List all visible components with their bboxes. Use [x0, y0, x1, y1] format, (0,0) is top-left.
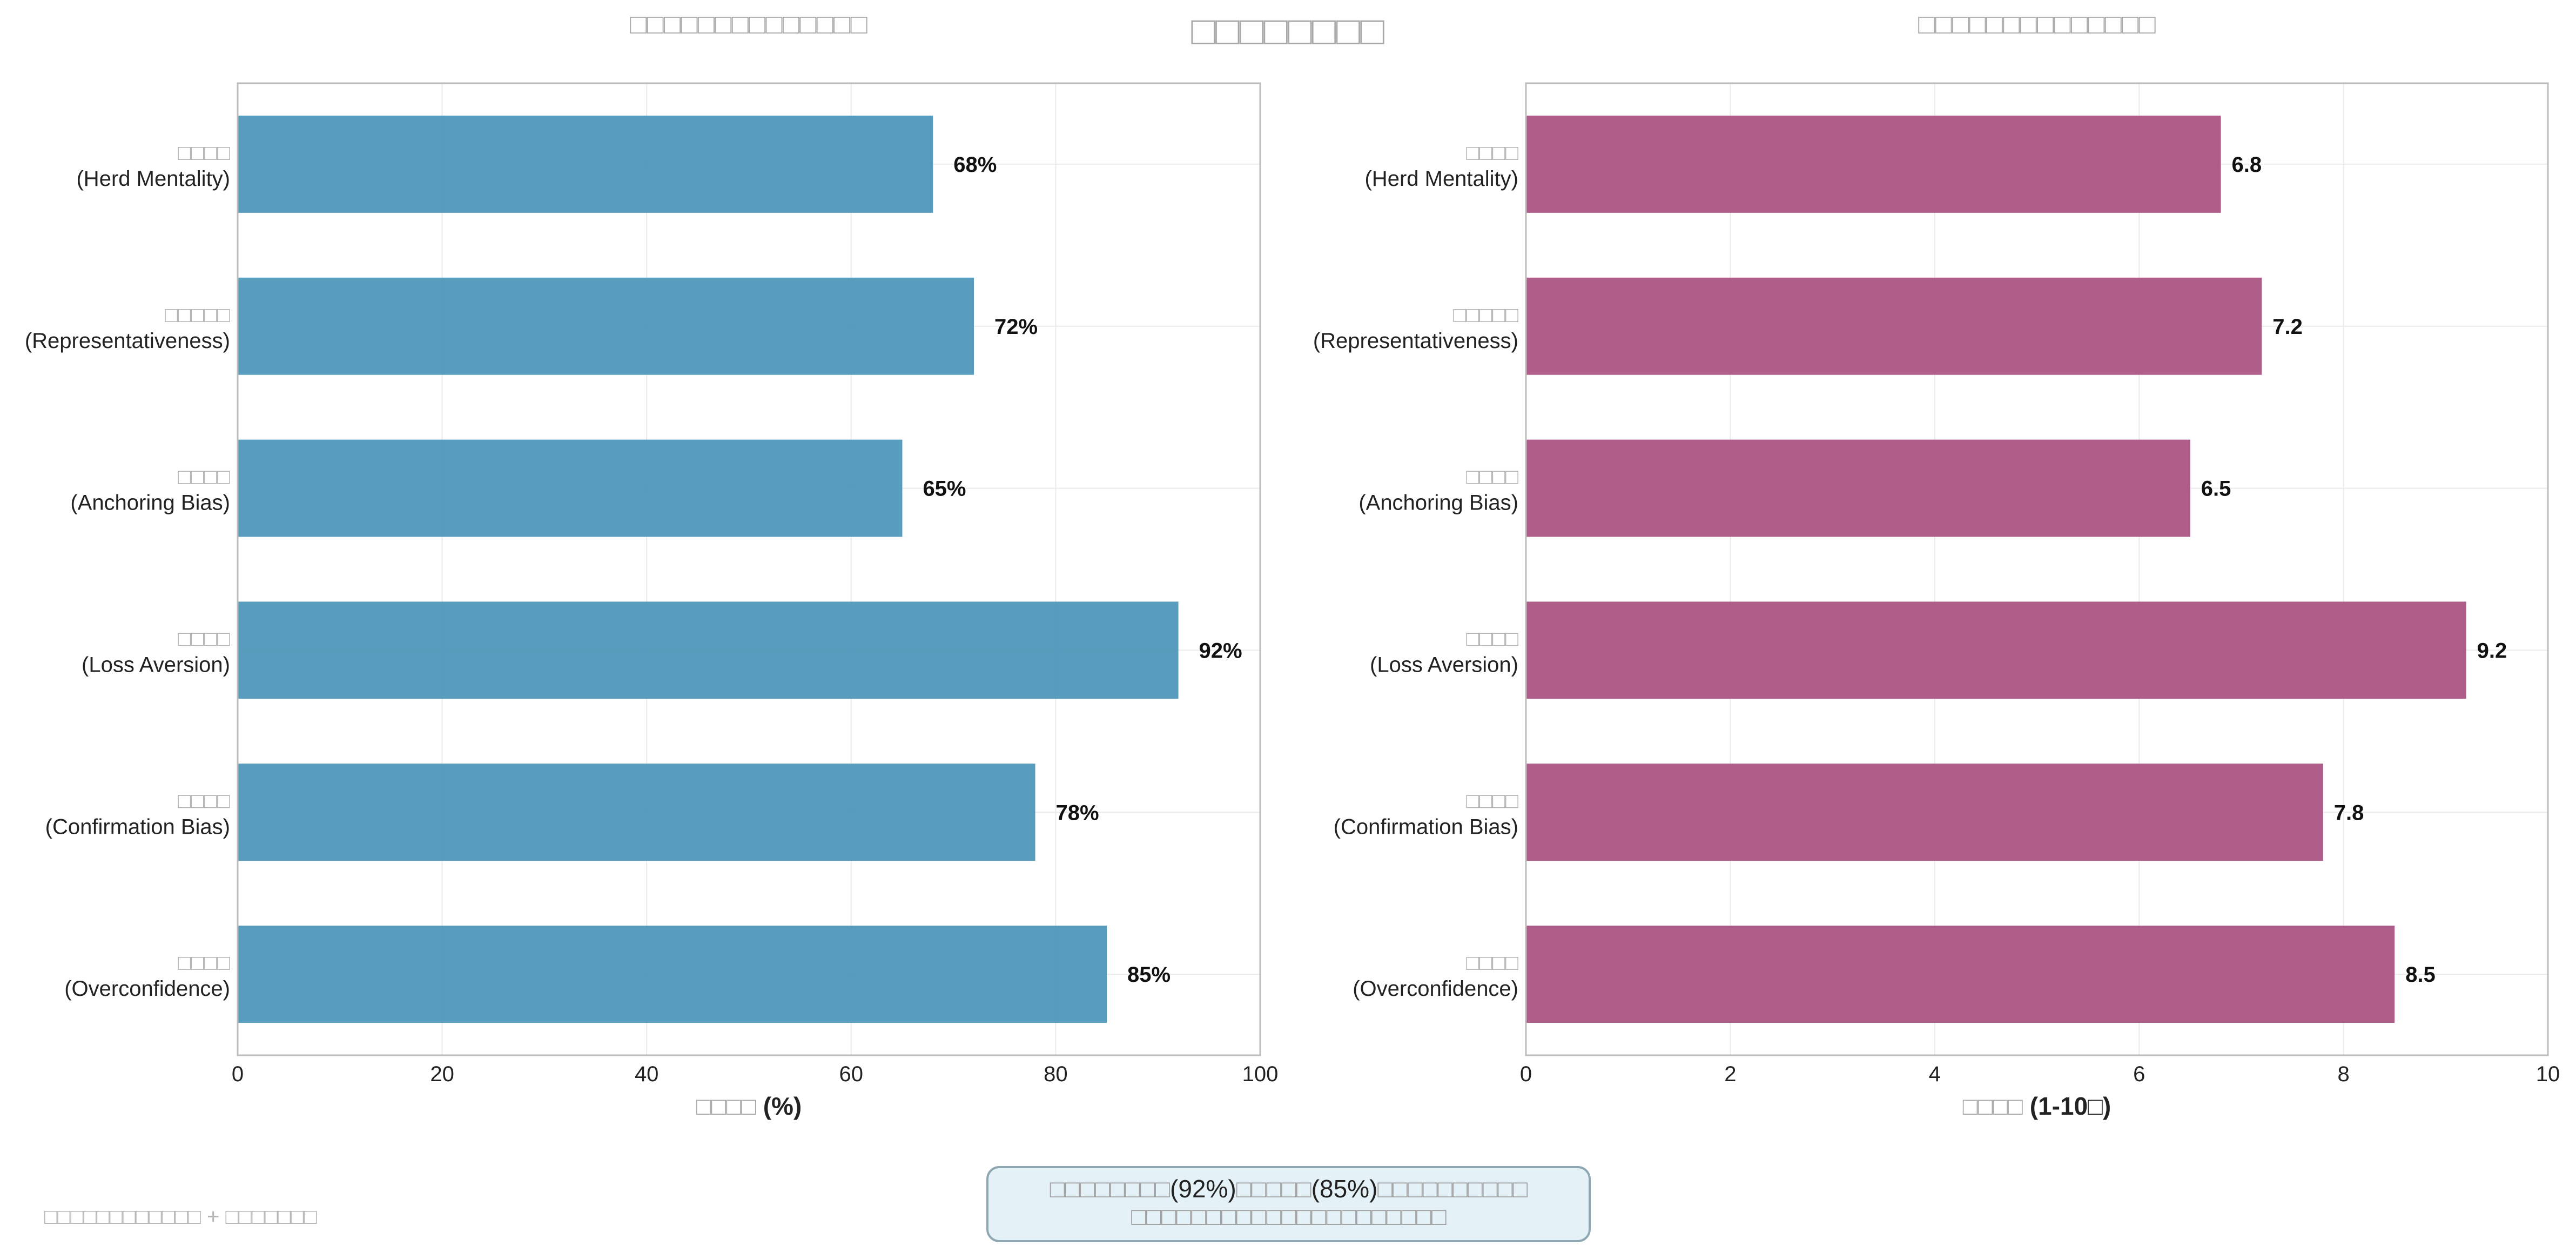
bar — [238, 601, 1179, 699]
category-label-zh: □□□□ — [178, 465, 230, 489]
value-label: 6.5 — [2201, 477, 2231, 501]
x-axis-label-unit: (%) — [763, 1092, 802, 1120]
category-label-en: (Herd Mentality) — [76, 167, 230, 191]
category-label-zh: □□□□ — [1466, 951, 1518, 975]
x-tick-label: 0 — [1520, 1062, 1532, 1086]
x-tick-label: 8 — [2337, 1062, 2349, 1086]
value-label: 65% — [923, 477, 966, 501]
figure-title: □□□□□□□□ — [1191, 8, 1384, 53]
value-label: 9.2 — [2477, 639, 2507, 662]
category-label-en: (Loss Aversion) — [1370, 653, 1518, 676]
bar — [238, 926, 1107, 1023]
value-label: 7.2 — [2272, 315, 2303, 339]
left-chart-panel: □□□□□□□□□□□□□□68%□□□□(Herd Mentality)72%… — [25, 9, 1279, 1120]
x-tick-label: 2 — [1724, 1062, 1736, 1086]
x-axis-label-text: □□□□ — [696, 1092, 763, 1120]
category-label-zh: □□□□ — [1466, 141, 1518, 165]
bar — [238, 115, 933, 213]
x-axis-label-text: □□□□ — [1963, 1092, 2030, 1120]
category-label-zh: □□□□ — [178, 789, 230, 813]
category-label-zh: □□□□□ — [165, 303, 230, 327]
note-line-2: □□□□□□□□□□□□□□□□□□□□□ — [1131, 1202, 1447, 1230]
x-tick-label: 40 — [635, 1062, 659, 1086]
category-label-en: (Representativeness) — [1313, 329, 1518, 353]
x-tick-label: 20 — [430, 1062, 454, 1086]
x-axis-label-unit: (1-10□) — [2030, 1092, 2111, 1120]
x-tick-label: 80 — [1044, 1062, 1068, 1086]
x-tick-label: 6 — [2133, 1062, 2145, 1086]
note-box-background — [986, 1166, 1591, 1242]
note-line-1-segment: (85%) — [1311, 1175, 1378, 1203]
note-line-1-segment: (92%) — [1170, 1175, 1236, 1203]
category-label-zh: □□□□ — [1466, 789, 1518, 813]
plot-frame — [1525, 82, 2549, 1056]
x-axis-label: □□□□ (1-10□) — [1963, 1092, 2111, 1120]
note-box: □□□□□□□□(92%)□□□□□(85%)□□□□□□□□□□ □□□□□□… — [986, 1166, 1591, 1242]
bar — [1526, 763, 2323, 861]
right-chart-title: □□□□□□□□□□□□□□ — [1918, 9, 2156, 40]
footnote: □□□□□□□□□□□□ + □□□□□□□ — [44, 1205, 317, 1229]
category-label-en: (Confirmation Bias) — [45, 815, 230, 839]
value-label: 72% — [994, 315, 1038, 339]
x-tick-label: 0 — [232, 1062, 244, 1086]
category-label-en: (Anchoring Bias) — [70, 491, 230, 515]
left-chart-title: □□□□□□□□□□□□□□ — [630, 9, 867, 40]
category-label-en: (Overconfidence) — [1353, 977, 1518, 1001]
bar — [238, 439, 903, 537]
bar — [1526, 439, 2190, 537]
category-label-en: (Representativeness) — [25, 329, 230, 353]
x-tick-label: 10 — [2536, 1062, 2560, 1086]
note-line-1-segment: □□□□□□□□ — [1050, 1175, 1170, 1203]
category-label-zh: □□□□ — [178, 627, 230, 651]
note-line-1: □□□□□□□□(92%)□□□□□(85%)□□□□□□□□□□ — [1050, 1175, 1528, 1203]
x-tick-label: 60 — [839, 1062, 864, 1086]
bar — [238, 763, 1035, 861]
value-label: 8.5 — [2405, 963, 2436, 987]
category-label-zh: □□□□ — [1466, 465, 1518, 489]
category-label-en: (Herd Mentality) — [1364, 167, 1518, 191]
category-label-en: (Loss Aversion) — [82, 653, 230, 676]
category-label-en: (Confirmation Bias) — [1334, 815, 1518, 839]
value-label: 7.8 — [2334, 801, 2364, 825]
bar — [238, 277, 974, 375]
note-line-1-segment: □□□□□ — [1236, 1175, 1311, 1203]
category-label-zh: □□□□□ — [1453, 303, 1518, 327]
bar — [1526, 926, 2395, 1023]
plot-frame — [237, 82, 1261, 1056]
category-label-en: (Overconfidence) — [64, 977, 230, 1001]
bar — [1526, 601, 2466, 699]
right-chart-panel: □□□□□□□□□□□□□□6.8□□□□(Herd Mentality)7.2… — [1313, 9, 2560, 1120]
category-label-zh: □□□□ — [178, 141, 230, 165]
value-label: 6.8 — [2232, 153, 2262, 177]
x-tick-label: 100 — [1242, 1062, 1279, 1086]
value-label: 92% — [1199, 639, 1242, 662]
category-label-en: (Anchoring Bias) — [1358, 491, 1518, 515]
bar — [1526, 115, 2221, 213]
category-label-zh: □□□□ — [1466, 627, 1518, 651]
value-label: 78% — [1056, 801, 1099, 825]
note-line-1-segment: □□□□□□□□□□ — [1377, 1175, 1528, 1203]
category-label-zh: □□□□ — [178, 951, 230, 975]
value-label: 68% — [953, 153, 997, 177]
value-label: 85% — [1127, 963, 1171, 987]
x-axis-label: □□□□ (%) — [696, 1092, 802, 1120]
bar — [1526, 277, 2262, 375]
x-tick-label: 4 — [1929, 1062, 1941, 1086]
